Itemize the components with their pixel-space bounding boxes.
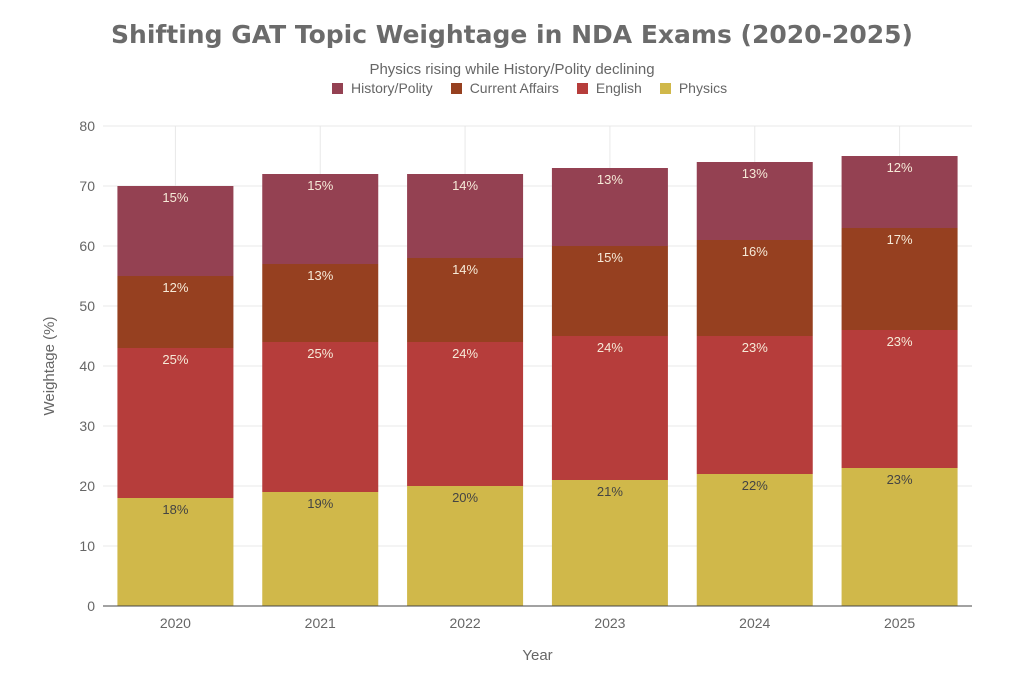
bar-segment <box>551 246 668 336</box>
data-label: 23% <box>887 472 913 487</box>
y-axis-label: Weightage (%) <box>41 317 58 416</box>
data-label: 25% <box>307 346 333 361</box>
bar-segment <box>696 336 813 474</box>
data-label: 13% <box>307 268 333 283</box>
x-axis-label: Year <box>522 647 552 664</box>
legend-swatch <box>659 82 671 94</box>
y-tick-label: 50 <box>79 298 95 314</box>
bar-segment <box>262 174 379 264</box>
legend-swatch <box>332 82 343 94</box>
bar-segment <box>841 468 958 606</box>
y-tick-label: 20 <box>79 478 95 494</box>
x-tick-label: 2022 <box>450 615 481 631</box>
bar-segment <box>117 348 234 498</box>
bar-segment <box>117 498 234 606</box>
data-label: 23% <box>742 340 768 355</box>
bar-segment <box>841 228 958 330</box>
bar-segment <box>262 264 379 342</box>
legend-label: History/Polity <box>351 80 433 96</box>
bar-segment <box>696 240 813 336</box>
legend-label: English <box>595 80 642 96</box>
x-tick-label: 2020 <box>160 615 191 631</box>
data-label: 15% <box>597 250 623 265</box>
bar-segment <box>696 474 813 606</box>
x-tick-label: 2021 <box>305 615 336 631</box>
data-label: 18% <box>162 502 188 517</box>
data-label: 22% <box>742 478 768 493</box>
bar-segment <box>841 156 958 228</box>
y-tick-label: 0 <box>87 598 95 614</box>
data-label: 25% <box>162 352 188 367</box>
y-tick-label: 60 <box>79 238 95 254</box>
chart-title: Shifting GAT Topic Weightage in NDA Exam… <box>111 20 913 49</box>
bar-segment <box>551 168 668 246</box>
data-label: 12% <box>887 160 913 175</box>
x-tick-label: 2025 <box>884 615 915 631</box>
bar-segment <box>117 276 234 348</box>
data-label: 16% <box>742 244 768 259</box>
legend: History/Polity Current Affairs English Phys… <box>332 80 727 96</box>
legend-swatch <box>450 82 462 94</box>
data-label: 17% <box>887 232 913 247</box>
data-label: 15% <box>162 190 188 205</box>
data-label: 13% <box>597 172 623 187</box>
data-label: 21% <box>597 484 623 499</box>
x-tick-label: 2023 <box>594 615 625 631</box>
bar-segment <box>262 342 379 492</box>
data-label: 19% <box>307 496 333 511</box>
data-label: 24% <box>597 340 623 355</box>
data-label: 24% <box>452 346 478 361</box>
legend-label: Current Affairs <box>469 80 559 96</box>
data-label: 20% <box>452 490 478 505</box>
bar-segment <box>262 492 379 606</box>
bar-segment <box>407 174 524 258</box>
y-tick-label: 10 <box>79 538 95 554</box>
legend-item[interactable]: Physics <box>659 80 728 96</box>
data-label: 23% <box>887 334 913 349</box>
chart-subtitle: Physics rising while History/Polity decl… <box>369 61 655 78</box>
y-tick-label: 80 <box>79 118 95 134</box>
data-label: 14% <box>452 178 478 193</box>
legend-item[interactable]: History/Polity <box>332 80 433 96</box>
y-tick-label: 40 <box>79 358 95 374</box>
bar-segment <box>407 258 524 342</box>
bar-segment <box>551 480 668 606</box>
legend-item[interactable]: Current Affairs <box>450 80 559 96</box>
x-tick-label: 2024 <box>739 615 770 631</box>
y-tick-label: 30 <box>79 418 95 434</box>
bar-segment <box>841 330 958 468</box>
data-label: 15% <box>307 178 333 193</box>
bar-segment <box>407 486 524 606</box>
bar-segment <box>117 186 234 276</box>
bar-segment <box>551 336 668 480</box>
legend-swatch <box>576 82 588 94</box>
y-tick-label: 70 <box>79 178 95 194</box>
data-label: 12% <box>162 280 188 295</box>
legend-item[interactable]: English <box>576 80 642 96</box>
data-label: 13% <box>742 166 768 181</box>
data-label: 14% <box>452 262 478 277</box>
bar-segment <box>696 162 813 240</box>
legend-label: Physics <box>678 80 728 96</box>
bar-segment <box>407 342 524 486</box>
